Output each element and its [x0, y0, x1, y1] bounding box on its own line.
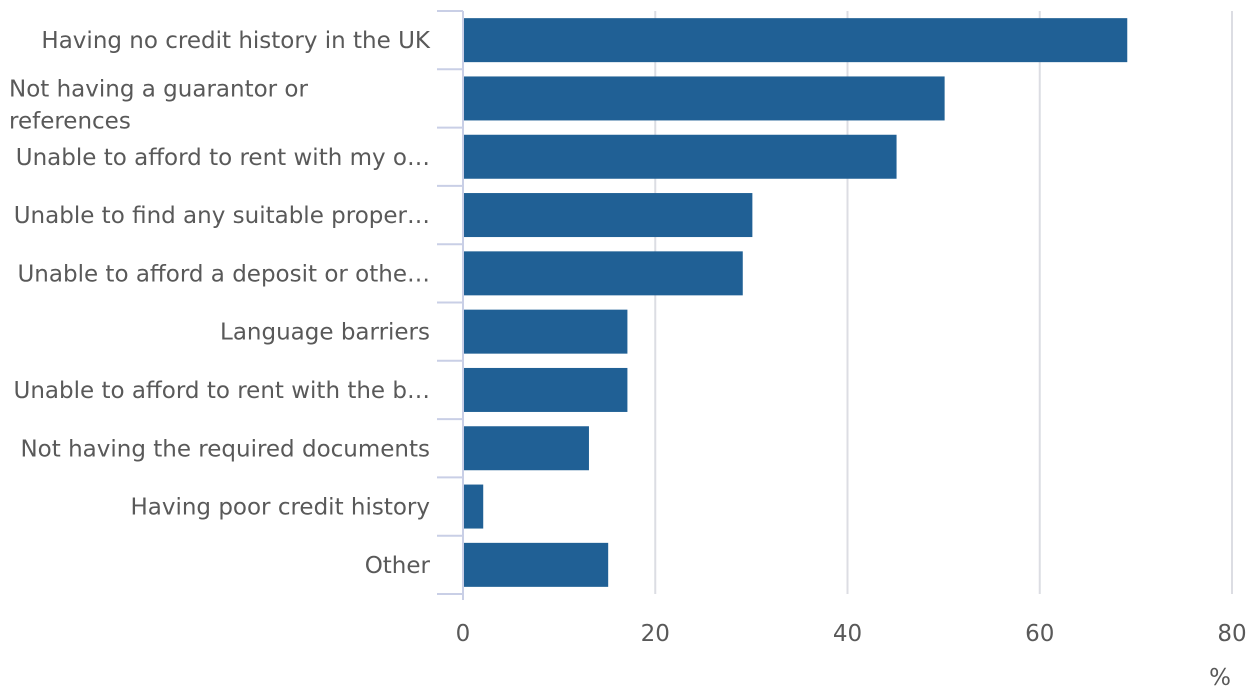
category-labels: Having no credit history in the UK Not ha…: [9, 28, 431, 579]
bar-7: [464, 367, 628, 412]
bar-3: [464, 134, 897, 179]
x-tick-label-0: 0: [456, 621, 471, 647]
bar-2: [464, 76, 945, 121]
category-label-1: Having no credit history in the UK: [41, 28, 430, 54]
category-label-9: Having poor credit history: [130, 495, 430, 521]
category-label-10: Other: [365, 553, 431, 579]
y-axis: [437, 10, 464, 600]
category-label-2: Not having a guarantor or references: [9, 76, 308, 134]
category-label-8: Not having the required documents: [20, 436, 430, 462]
category-label-3: Unable to afford to rent with my o…: [16, 145, 430, 171]
x-tick-label-80: 80: [1217, 621, 1246, 647]
bar-10: [464, 542, 609, 587]
x-tick-label-20: 20: [641, 621, 670, 647]
category-label-5: Unable to afford a deposit or othe…: [17, 261, 430, 287]
bar-9: [464, 484, 484, 529]
bar-4: [464, 193, 753, 238]
category-label-7: Unable to afford to rent with the b…: [13, 378, 430, 404]
x-tick-label-60: 60: [1025, 621, 1054, 647]
category-label-6: Language barriers: [220, 320, 430, 346]
category-label-4: Unable to find any suitable proper…: [14, 203, 430, 229]
bars: [464, 18, 1128, 587]
bar-1: [464, 18, 1128, 63]
bar-6: [464, 309, 628, 354]
x-tick-label-40: 40: [833, 621, 862, 647]
bar-8: [464, 426, 589, 471]
bar-5: [464, 251, 743, 296]
x-axis-unit-label: %: [1209, 665, 1231, 688]
x-axis-ticks: 0 20 40 60 80: [456, 621, 1247, 647]
